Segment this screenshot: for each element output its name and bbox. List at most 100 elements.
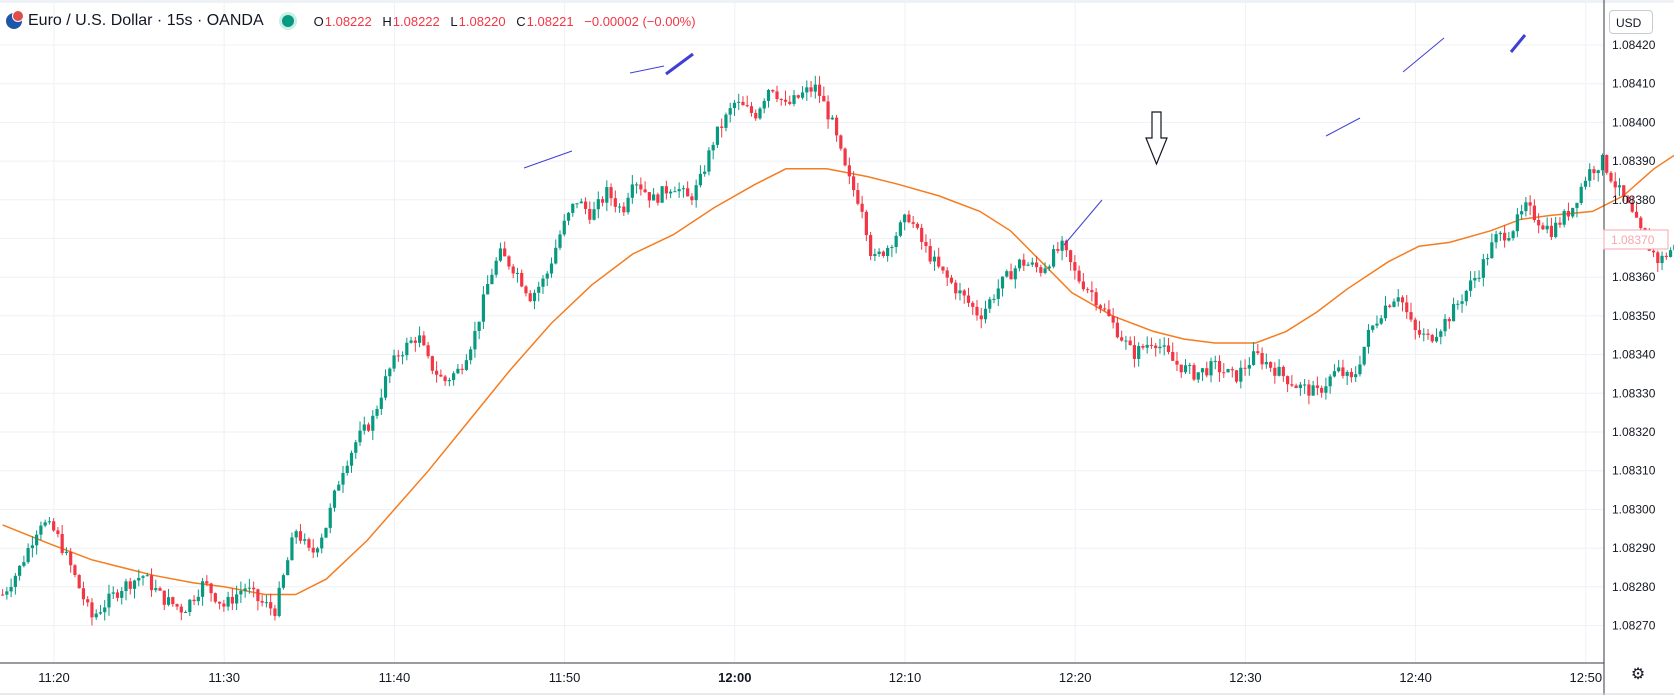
candle (175, 603, 179, 611)
candle (834, 114, 839, 142)
candle (1571, 207, 1575, 219)
candle (277, 581, 281, 618)
market-open-dot-icon[interactable] (281, 15, 294, 27)
candle (792, 90, 796, 107)
candle (843, 147, 847, 167)
candle (626, 192, 630, 215)
trendline[interactable] (1325, 117, 1361, 137)
candle (1294, 383, 1298, 389)
candle (154, 579, 158, 593)
candle (1320, 385, 1324, 398)
candle (1341, 359, 1345, 379)
candle (1345, 370, 1349, 385)
candle (439, 369, 443, 377)
high-value: 1.08222 (392, 13, 440, 29)
candle (664, 180, 668, 200)
candle (269, 593, 273, 616)
candle (1481, 253, 1485, 287)
gear-icon[interactable]: ⚙ (1630, 666, 1646, 683)
candle (273, 604, 277, 621)
candle (958, 282, 962, 301)
eurusd-flag-icon (6, 10, 24, 29)
trendline[interactable] (1402, 37, 1445, 73)
change-value: −0.00002 (−0.00%) (584, 13, 696, 29)
candle (1060, 236, 1064, 261)
candle (1605, 154, 1609, 175)
candle (1456, 300, 1460, 310)
candle (205, 575, 209, 587)
candle (1626, 194, 1630, 204)
candle (1073, 255, 1077, 280)
currency-button[interactable]: USD (1609, 10, 1653, 34)
trendline[interactable] (1063, 199, 1103, 246)
candle (1124, 335, 1128, 350)
candle (230, 588, 234, 610)
candle (1634, 203, 1639, 218)
candle (1217, 355, 1222, 382)
candle (1107, 300, 1111, 317)
candle (1332, 364, 1337, 378)
candle (605, 180, 609, 212)
candle (209, 582, 213, 602)
candle (256, 588, 260, 611)
candle (86, 596, 90, 607)
candle (881, 250, 885, 258)
candle (609, 183, 613, 206)
candle (511, 264, 515, 279)
candle (1303, 379, 1307, 394)
candle (1043, 262, 1047, 275)
x-tick-label: 11:30 (208, 670, 240, 685)
time-axis[interactable]: 11:20 11:30 11:40 11:50 12:00 12:10 12:20 12:30… (38, 670, 1602, 685)
trendline[interactable] (1509, 34, 1527, 53)
candle (128, 577, 132, 595)
candle (596, 191, 600, 219)
candle (1188, 362, 1192, 375)
candle (392, 349, 396, 372)
candle (1137, 342, 1141, 367)
candle (1145, 336, 1149, 354)
candle (375, 405, 379, 419)
candle (1154, 343, 1158, 357)
candle (1477, 270, 1481, 282)
candle (286, 557, 290, 576)
candle (94, 609, 98, 620)
trendline[interactable] (629, 65, 665, 74)
candle (481, 286, 486, 329)
candle (1549, 217, 1554, 240)
candle (575, 203, 579, 209)
price-axis[interactable]: 1.08420 1.08410 1.08400 1.08390 1.08380 1.083… (1612, 38, 1656, 633)
candle (337, 480, 341, 491)
candle (1315, 376, 1319, 396)
down-arrow-annotation[interactable] (1145, 111, 1168, 166)
candle (18, 565, 22, 581)
candle (711, 141, 715, 160)
candle (822, 86, 826, 102)
candle (1592, 165, 1596, 180)
candle (1447, 317, 1451, 329)
trendline[interactable] (665, 52, 694, 76)
candle (503, 241, 507, 257)
symbol-title[interactable]: Euro / U.S. Dollar · 15s · OANDA (28, 12, 264, 29)
candle (247, 578, 251, 594)
last-price-tag: 1.08370 (1603, 229, 1669, 250)
candle (149, 568, 154, 597)
candle (1371, 324, 1375, 333)
candle (1651, 249, 1656, 258)
candle (1494, 230, 1498, 249)
candle (22, 555, 26, 568)
candle (945, 267, 949, 287)
trendline[interactable] (523, 150, 573, 169)
candle (332, 489, 337, 512)
candle (1166, 337, 1171, 355)
candle (218, 601, 222, 610)
candle (1183, 359, 1188, 375)
candle (1196, 372, 1200, 383)
candle (1537, 213, 1541, 234)
chart-grid (0, 0, 1604, 663)
candle (1286, 375, 1290, 393)
candle (1213, 355, 1217, 370)
candle (1366, 324, 1371, 354)
candle (1596, 169, 1600, 182)
candle (520, 269, 524, 288)
